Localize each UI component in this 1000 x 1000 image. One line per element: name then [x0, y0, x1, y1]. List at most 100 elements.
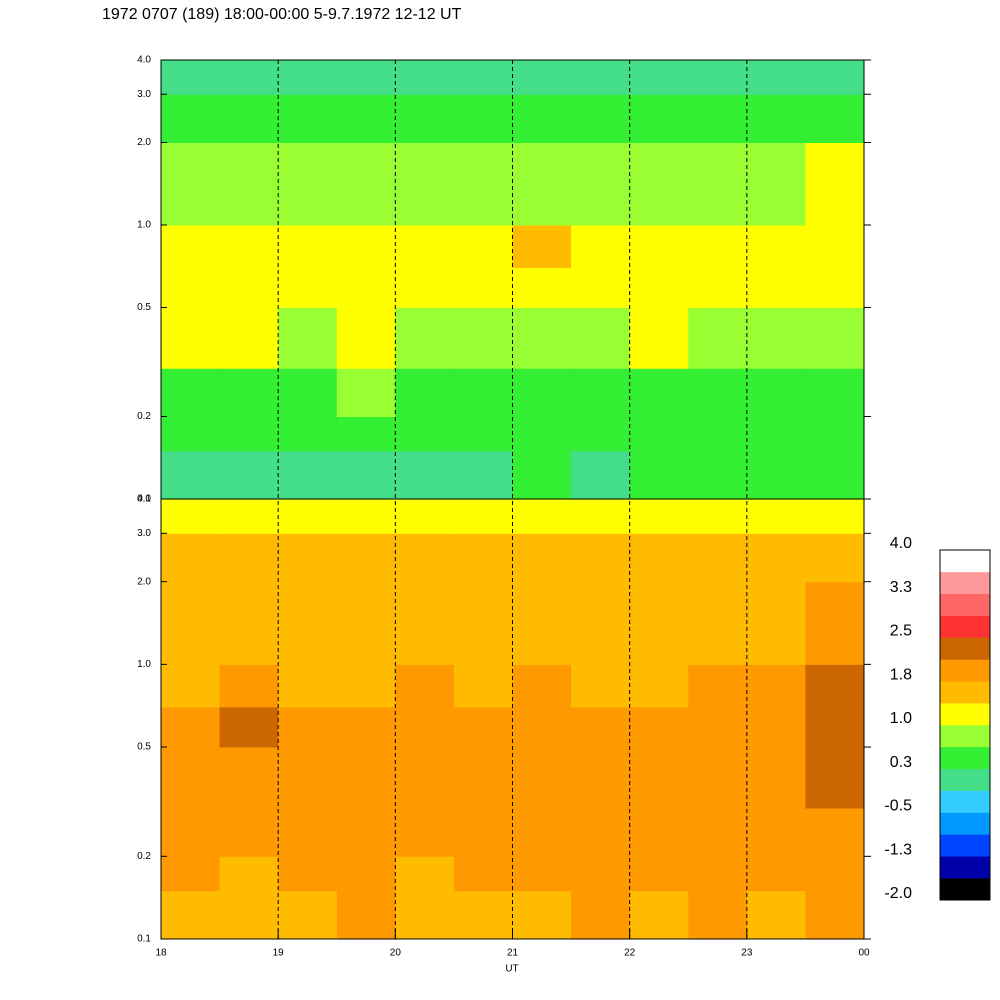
heat-cell [746, 890, 806, 940]
heat-cell [512, 307, 572, 369]
heat-cell [571, 890, 631, 940]
heat-cell [688, 450, 748, 500]
heat-cell [512, 581, 572, 665]
heat-cell [571, 267, 631, 308]
x-tick-label: 18 [155, 948, 167, 959]
heat-cell [746, 142, 806, 226]
heat-cell [219, 533, 279, 583]
heat-cell [746, 706, 806, 748]
heat-cell [278, 224, 338, 268]
colorbar-tick-label: 0.3 [890, 754, 912, 771]
heat-cell [629, 416, 689, 452]
heat-cell [161, 416, 221, 452]
heat-cell [746, 307, 806, 369]
y-tick-label: 0.2 [137, 851, 151, 862]
y-tick-label: 3.0 [137, 528, 151, 539]
heat-cell [629, 747, 689, 809]
heat-cell [161, 807, 221, 857]
heat-cell [161, 499, 221, 534]
heat-cell [453, 94, 513, 143]
colorbar-swatch [940, 637, 990, 660]
x-tick-label: 22 [624, 948, 636, 959]
heat-cell [512, 807, 572, 857]
heat-cell [278, 664, 338, 708]
heat-cell [512, 890, 572, 940]
heat-cell [512, 94, 572, 143]
heat-cell [219, 307, 279, 369]
heat-cell [395, 890, 455, 940]
heat-cell [746, 499, 806, 534]
heat-cell [571, 533, 631, 583]
heat-cell [453, 664, 513, 708]
heat-cell [453, 307, 513, 369]
heat-cell [746, 856, 806, 892]
colorbar-swatch [940, 790, 990, 813]
heat-cell [395, 224, 455, 268]
heat-cell [688, 368, 748, 418]
heat-cell [336, 856, 396, 892]
heat-cell [336, 890, 396, 940]
y-tick-label: 1.0 [137, 659, 151, 670]
heat-cell [219, 267, 279, 308]
heat-cell [688, 94, 748, 143]
heat-cell [395, 747, 455, 809]
heat-cell [453, 142, 513, 226]
heat-cell [219, 747, 279, 809]
heat-cell [161, 706, 221, 748]
heat-cell [805, 267, 865, 308]
heat-cell [278, 60, 338, 95]
heat-cell [746, 224, 806, 268]
heat-cell [219, 142, 279, 226]
heat-cell [453, 267, 513, 308]
heat-cell [688, 706, 748, 748]
heat-cell [512, 267, 572, 308]
heat-cell [805, 664, 865, 708]
heat-cell [629, 142, 689, 226]
heat-cell [629, 856, 689, 892]
colorbar-swatch [940, 593, 990, 616]
heat-cell [336, 60, 396, 95]
heat-cell [453, 706, 513, 748]
heat-cell [629, 706, 689, 748]
colorbar-swatch [940, 725, 990, 748]
heat-cell [805, 499, 865, 534]
heat-cell [571, 856, 631, 892]
y-tick-label: 0.5 [137, 742, 151, 753]
heat-cell [746, 450, 806, 500]
heat-cell [395, 307, 455, 369]
heat-cell [161, 368, 221, 418]
colorbar-tick-label: 2.5 [890, 623, 912, 640]
heat-cell [629, 307, 689, 369]
heat-cell [336, 706, 396, 748]
heat-cell [571, 664, 631, 708]
heat-cell [805, 416, 865, 452]
heat-cell [512, 142, 572, 226]
heat-cell [395, 60, 455, 95]
heat-cell [571, 581, 631, 665]
heat-cell [805, 142, 865, 226]
heat-cell [746, 60, 806, 95]
heat-cell [395, 581, 455, 665]
heat-cell [688, 267, 748, 308]
heat-cell [688, 747, 748, 809]
x-tick-label: 20 [390, 948, 402, 959]
colorbar-swatch [940, 746, 990, 770]
heat-cell [629, 267, 689, 308]
y-tick-label: 1.0 [137, 220, 151, 231]
heat-cell [688, 416, 748, 452]
colorbar-tick-label: 3.3 [890, 579, 912, 596]
heat-cell [571, 60, 631, 95]
heat-cell [395, 664, 455, 708]
heat-cell [219, 60, 279, 95]
heat-cell [571, 706, 631, 748]
colorbar-tick-label: 4.0 [890, 535, 912, 552]
heat-cell [688, 807, 748, 857]
heat-cell [453, 747, 513, 809]
heat-cell [746, 368, 806, 418]
heat-cell [278, 706, 338, 748]
heat-cell [219, 416, 279, 452]
heat-cell [688, 499, 748, 534]
heat-cell [219, 224, 279, 268]
heat-cell [336, 416, 396, 452]
heat-cell [688, 142, 748, 226]
